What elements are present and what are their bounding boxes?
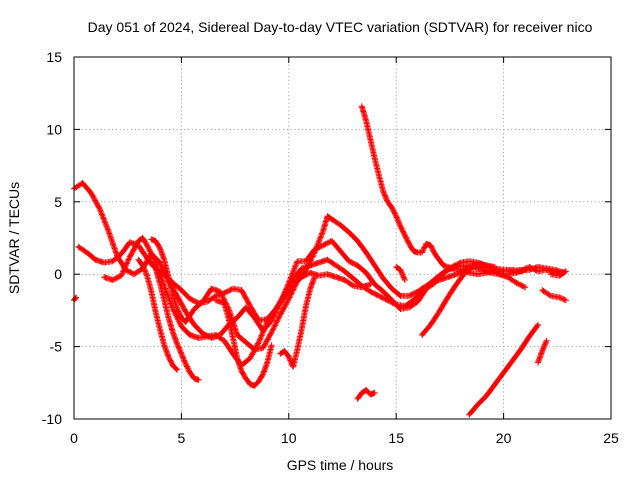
data-series-arc-6 xyxy=(148,261,202,383)
data-series-arc-5 xyxy=(135,256,181,373)
x-tick-label: 0 xyxy=(70,430,78,446)
data-series-arc-16 xyxy=(71,294,80,304)
data-series-arc-11 xyxy=(354,387,378,402)
data-series-arc-14 xyxy=(539,287,569,304)
y-axis-label: SDTVAR / TECUs xyxy=(6,182,22,294)
plot-frame xyxy=(73,56,612,420)
data-series-arc-8 xyxy=(277,274,318,370)
data-series-arc-13 xyxy=(535,337,550,366)
x-tick-label: 5 xyxy=(178,430,186,446)
x-tick-labels: 0 5 10 15 20 25 xyxy=(70,430,619,446)
y-tick-label: -5 xyxy=(50,339,63,355)
y-tick-labels: -10 -5 0 5 10 15 xyxy=(42,49,62,427)
data-series-arc-7 xyxy=(212,297,275,389)
x-tick-label: 25 xyxy=(603,430,619,446)
y-tick-label: 0 xyxy=(54,266,62,282)
x-tick-label: 20 xyxy=(496,430,512,446)
data-series-arc-12 xyxy=(466,321,541,418)
x-axis-label: GPS time / hours xyxy=(287,457,394,473)
data-series-arc-15 xyxy=(547,268,569,279)
chart-title: Day 051 of 2024, Sidereal Day-to-day VTE… xyxy=(88,19,593,35)
data-series-arc-10 xyxy=(419,262,529,338)
data-series-arc-17 xyxy=(393,264,408,283)
y-tick-label: 5 xyxy=(54,194,62,210)
y-tick-label: 15 xyxy=(46,49,62,65)
x-tick-label: 10 xyxy=(281,430,297,446)
y-tick-label: -10 xyxy=(42,411,62,427)
y-tick-label: 10 xyxy=(46,121,62,137)
data-series-arc-4 xyxy=(148,213,498,353)
data-layer xyxy=(71,103,569,418)
x-tick-label: 15 xyxy=(388,430,404,446)
